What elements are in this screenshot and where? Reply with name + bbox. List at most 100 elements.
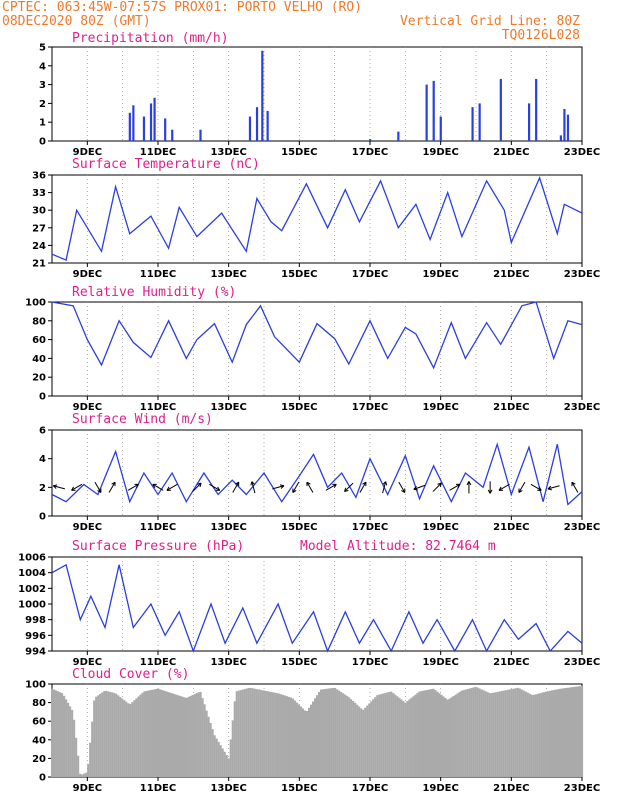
cloud-bar [362, 709, 365, 777]
cloud-bar [245, 688, 248, 777]
cloud-bar [135, 698, 138, 777]
cloud-bar [127, 703, 130, 777]
temperature-ytick-label: 21 [32, 259, 46, 270]
cloud-bar [406, 701, 409, 777]
cloud-ytick-label: 40 [32, 735, 46, 746]
cloud-bar [87, 763, 90, 777]
header-station: CPTEC: 063:45W-07:57S PROX01: PORTO VELH… [2, 0, 362, 15]
cloud-bar [570, 687, 574, 777]
cloud-bar [183, 697, 186, 777]
cloud-bar [133, 700, 136, 777]
precip-bar [164, 118, 167, 141]
cloud-bar [370, 701, 373, 777]
pressure-ytick-label: 994 [25, 647, 46, 658]
wind-xtick-label: 15DEC [281, 522, 317, 533]
precip-bar [142, 116, 146, 141]
cloud-bar [161, 690, 164, 777]
cloud-bar [432, 688, 435, 777]
cloud-bar [448, 698, 451, 777]
precip-xtick-label: 19DEC [422, 147, 458, 158]
precip-ytick-label: 3 [39, 80, 46, 91]
cloud-bar [496, 691, 499, 777]
cloud-bar [376, 695, 379, 777]
cloud-bar [51, 688, 54, 777]
cloud-bar [342, 693, 345, 777]
cloud-bar [542, 692, 545, 777]
wind-vector [108, 481, 116, 493]
precip-ytick-label: 2 [39, 99, 46, 110]
cloud-bar [75, 737, 78, 777]
precip-bar [369, 139, 372, 141]
cloud-bar [578, 686, 582, 777]
cloud-bar [53, 689, 56, 777]
pressure-panel: 994 996 998 1000 1002 1004 1006 9DEC 11DEC 13DEC 1… [18, 553, 600, 669]
cloud-bar [474, 686, 477, 777]
cloud-bar [498, 691, 501, 777]
cloud-bar [309, 704, 313, 777]
pressure-xtick-label: 19DEC [422, 657, 458, 668]
cloud-bar [123, 700, 126, 777]
precip-xtick-label: 21DEC [493, 147, 529, 158]
cloud-bar [261, 690, 264, 777]
cloud-bar [334, 687, 337, 777]
wind-xtick-label: 19DEC [422, 522, 458, 533]
pressure-series-line [51, 563, 583, 653]
cloud-bar [179, 696, 182, 777]
cloud-bar [165, 691, 168, 777]
cloud-bar [251, 688, 254, 777]
cloud-bar [159, 689, 162, 777]
wind-vector [571, 481, 579, 493]
precip-bar [397, 131, 400, 141]
cloud-bar [67, 702, 70, 777]
precip-bar [528, 103, 531, 141]
precip-bar [432, 80, 435, 141]
precip-bar [149, 103, 153, 141]
wind-vector [487, 481, 493, 494]
cloud-bar [115, 693, 118, 777]
cloud-bar [269, 691, 272, 777]
cloud-bar [71, 709, 74, 777]
pressure-ytick-label: 1004 [18, 568, 46, 579]
cloud-bar [516, 687, 519, 777]
precip-bar [563, 109, 566, 141]
cloud-bar [231, 720, 234, 777]
cloud-bar [61, 693, 64, 777]
cloud-bar [151, 689, 154, 777]
wind-vector [306, 481, 314, 493]
cloud-bar [560, 688, 564, 777]
cloud-bar [546, 691, 549, 777]
cloud-bar [396, 696, 399, 777]
cloud-bar [332, 687, 335, 777]
precip-title: Precipitation (mm/h) [72, 31, 229, 46]
cloud-bar [221, 748, 224, 777]
cloud-bar [191, 695, 194, 777]
cloud-bar [273, 692, 276, 777]
cloud-bar [426, 689, 429, 777]
cloud-bar [77, 755, 80, 777]
humidity-ytick-label: 60 [32, 335, 46, 346]
cloud-bar [259, 689, 262, 777]
cloud-bar [113, 692, 116, 777]
cloud-bar [478, 688, 481, 777]
humidity-title: Relative Humidity (%) [72, 285, 236, 300]
cloud-bar [436, 691, 439, 777]
cloud-xtick-label: 23DEC [564, 783, 600, 794]
cloud-bar [249, 687, 252, 777]
cloud-panel: 0 20 40 60 80 100 9DEC 11DEC 13DEC 15DEC 17DEC 19DE… [25, 680, 600, 795]
cloud-bar [476, 687, 479, 777]
cloud-bar [125, 701, 128, 777]
cloud-bar [520, 689, 523, 777]
pressure-ytick-label: 996 [25, 631, 46, 642]
cloud-bar [382, 693, 385, 777]
wind-panel: 0 2 4 6 9DEC 11DEC 13DEC 15DEC 17DEC 19DEC 21DEC 23… [39, 426, 600, 534]
cloud-bar [65, 699, 68, 777]
humidity-xtick-label: 17DEC [352, 402, 388, 413]
cloud-bar [452, 696, 455, 777]
cloud-bar [366, 705, 369, 777]
cloud-bar [107, 691, 110, 777]
cloud-bar [510, 689, 513, 777]
cloud-bar [458, 692, 461, 777]
wind-vector [432, 482, 442, 492]
cloud-bar [352, 701, 355, 777]
